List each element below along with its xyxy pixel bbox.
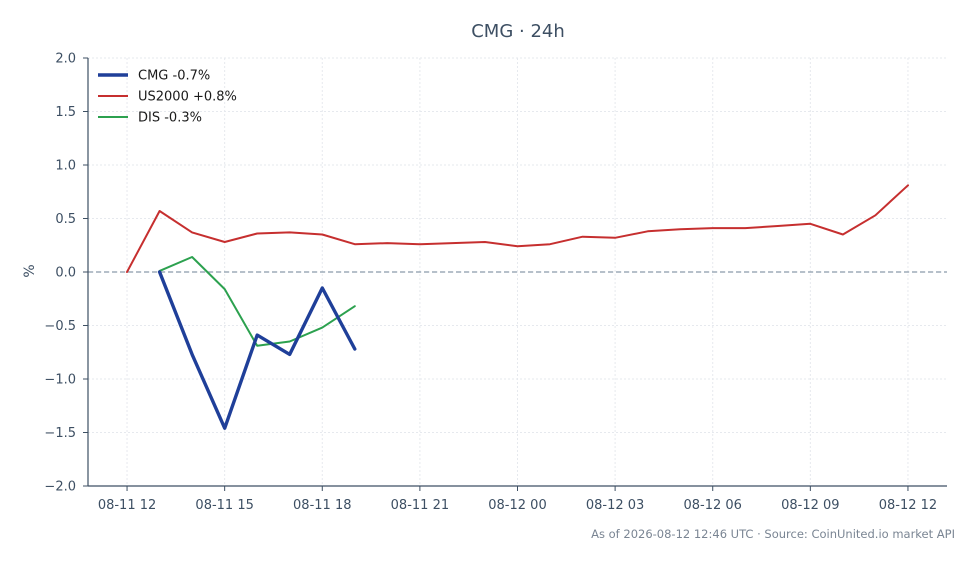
legend-label: US2000 +0.8% (138, 90, 237, 105)
series-line-1 (126, 184, 909, 273)
y-tick-label: 1.5 (55, 105, 76, 120)
x-tick-label: 08-12 06 (684, 498, 742, 513)
y-axis-ticks: 2.0 1.5 1.0 0.5 0.0 −0.5 −1.0 −1.5 −2.0 (44, 52, 88, 495)
series-line-2 (158, 256, 356, 347)
legend: CMG -0.7% US2000 +0.8% DIS -0.3% (98, 69, 237, 126)
legend-label: DIS -0.3% (138, 111, 202, 126)
y-tick-label: −1.5 (44, 426, 76, 441)
x-axis-ticks: 08-11 12 08-11 15 08-11 18 08-11 21 08-12 00… (98, 486, 937, 513)
y-tick-label: 0.0 (55, 266, 76, 281)
y-tick-label: −2.0 (44, 480, 76, 495)
x-tick-label: 08-11 15 (195, 498, 253, 513)
y-tick-label: 2.0 (55, 52, 76, 67)
y-tick-label: 1.0 (55, 159, 76, 174)
x-tick-label: 08-12 09 (781, 498, 839, 513)
y-tick-label: 0.5 (55, 212, 76, 227)
chart-title: CMG · 24h (471, 21, 565, 42)
y-tick-label: −1.0 (44, 373, 76, 388)
chart-footer: As of 2026-08-12 12:46 UTC · Source: Coi… (591, 527, 955, 541)
series-lines (126, 184, 909, 430)
x-tick-label: 08-12 03 (586, 498, 644, 513)
x-tick-label: 08-11 18 (293, 498, 351, 513)
x-tick-label: 08-12 12 (879, 498, 937, 513)
series-line-0 (157, 270, 357, 430)
x-tick-label: 08-11 12 (98, 498, 156, 513)
y-tick-label: −0.5 (44, 319, 76, 334)
legend-label: CMG -0.7% (138, 69, 210, 84)
x-tick-label: 08-12 00 (488, 498, 546, 513)
x-tick-label: 08-11 21 (391, 498, 449, 513)
y-axis-label: % (22, 264, 38, 277)
